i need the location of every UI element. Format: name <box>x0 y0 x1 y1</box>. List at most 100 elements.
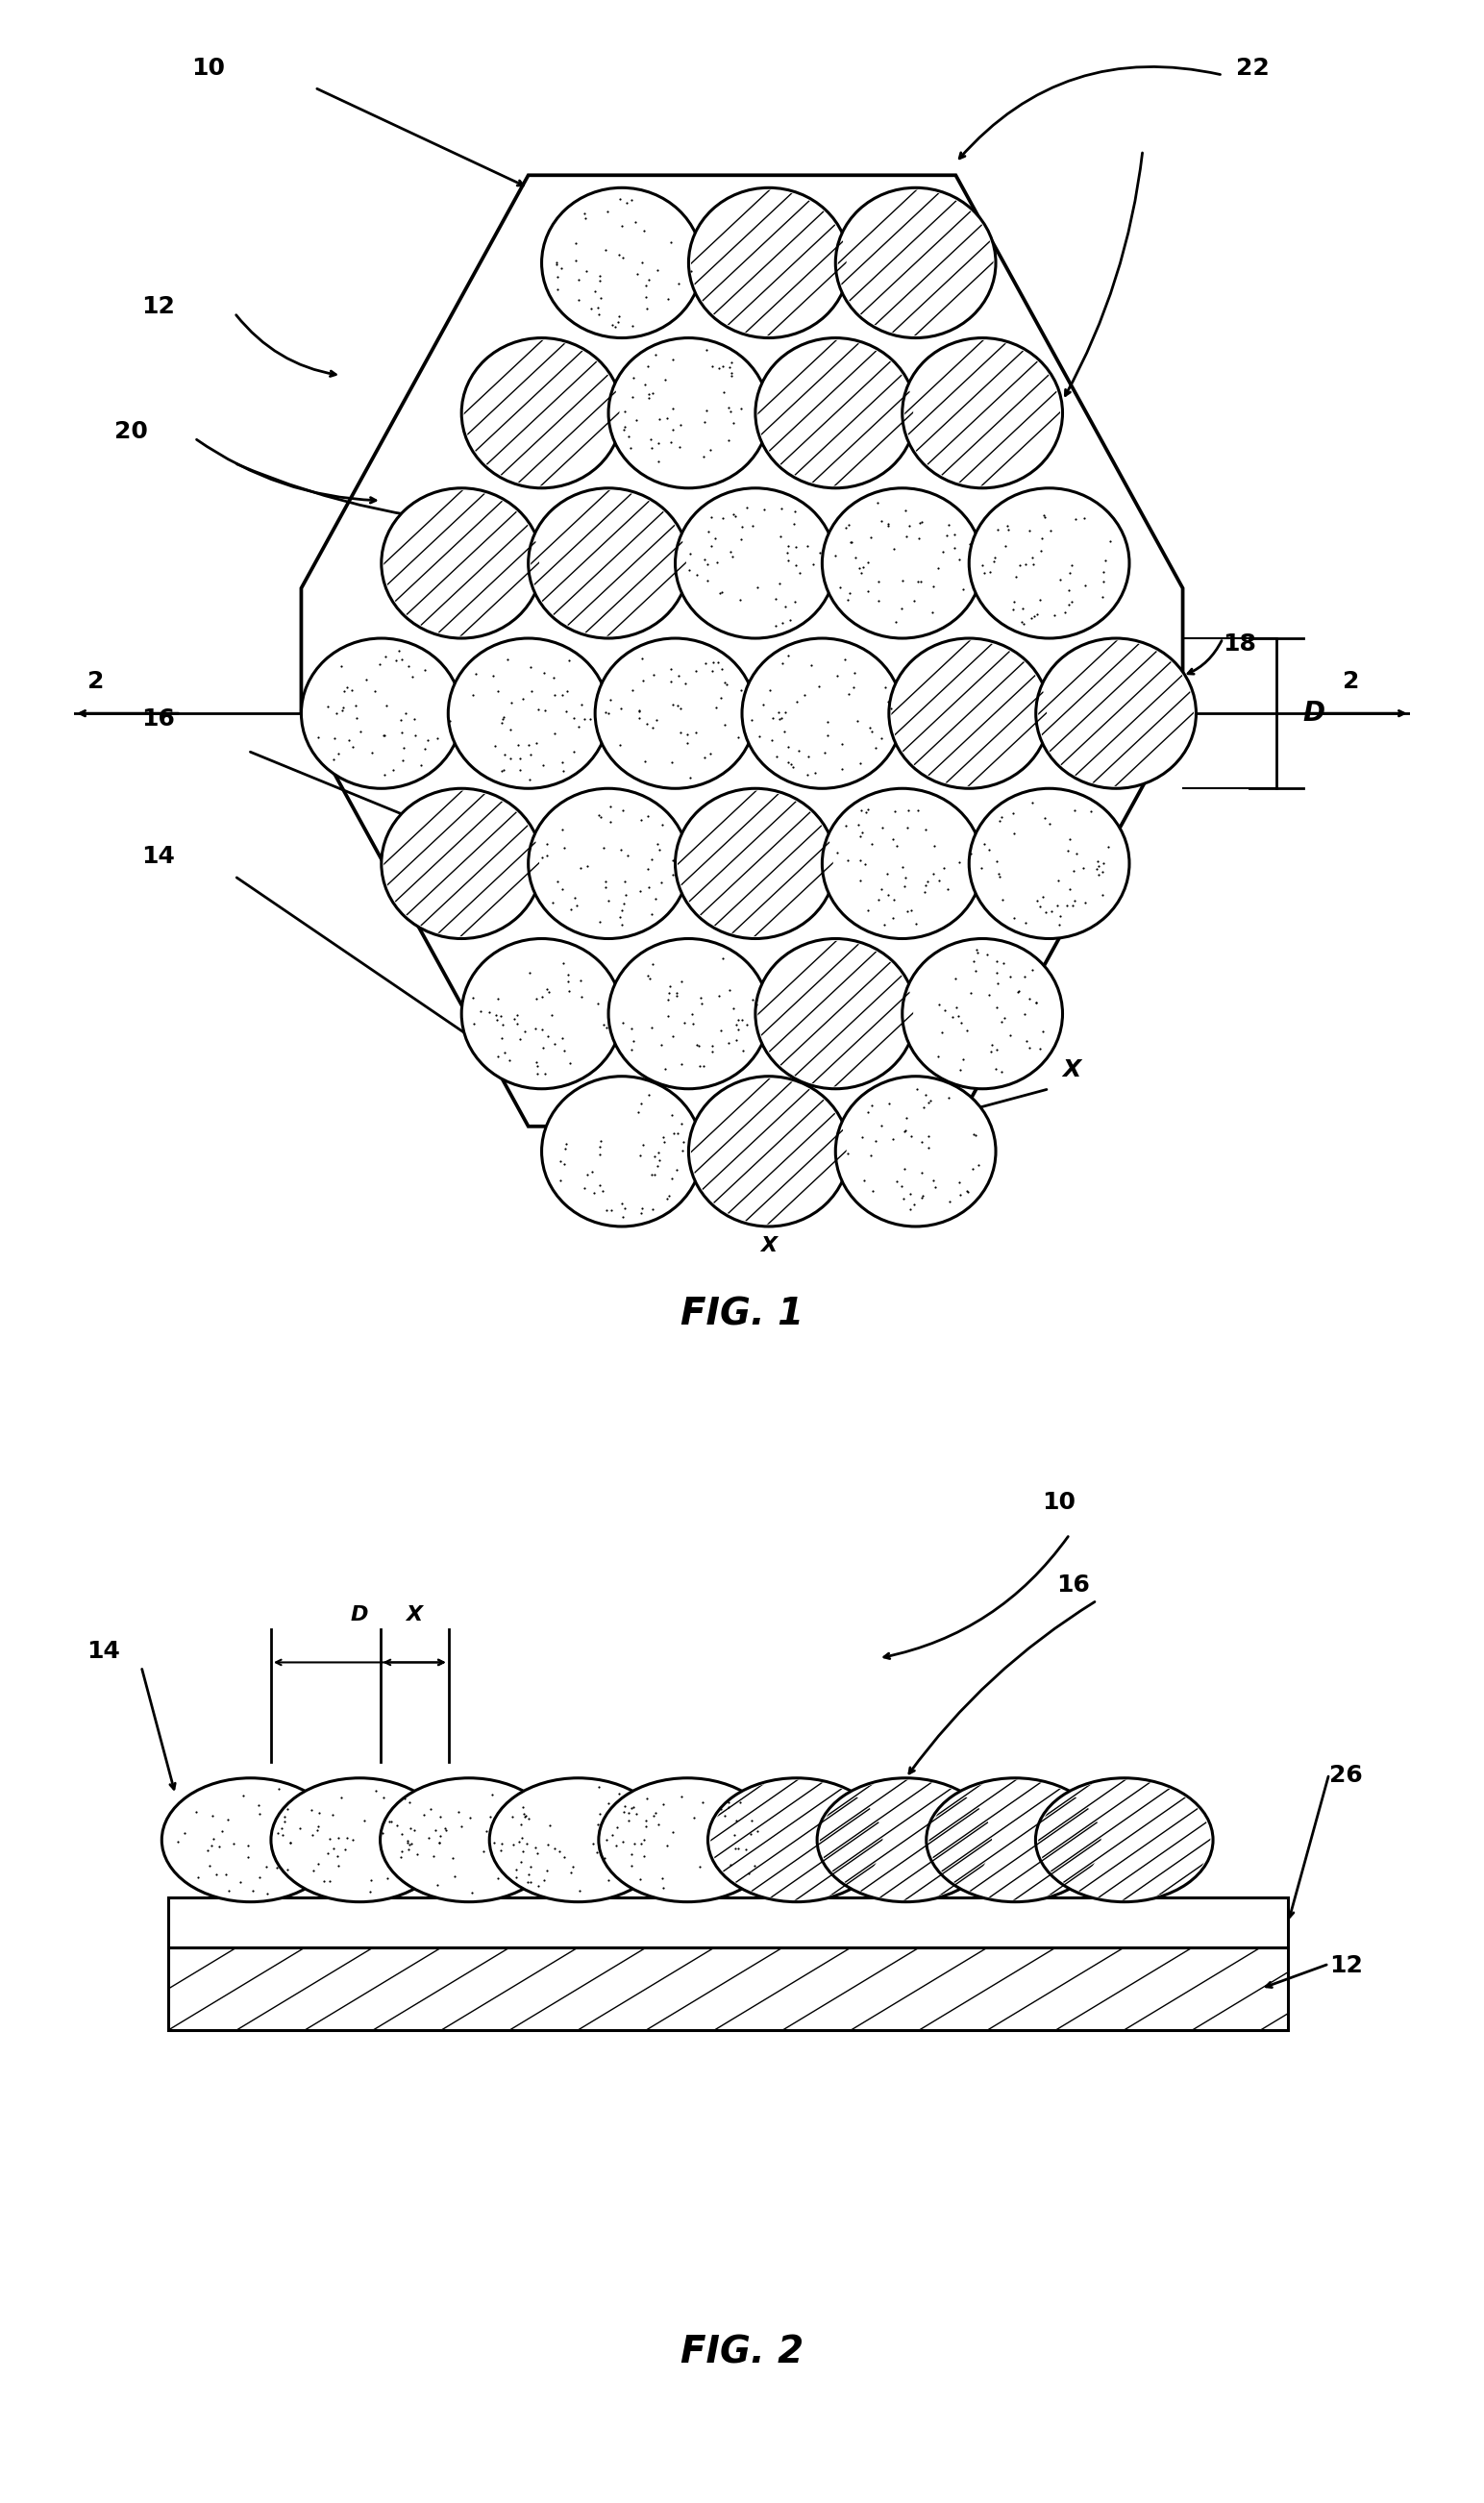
Point <box>508 738 531 778</box>
Point <box>246 1785 270 1825</box>
Point <box>792 676 816 716</box>
Point <box>693 538 717 578</box>
Point <box>610 688 634 728</box>
Point <box>708 573 732 613</box>
Circle shape <box>381 788 542 939</box>
Point <box>932 531 956 571</box>
Point <box>951 1039 975 1079</box>
Point <box>487 671 510 711</box>
Point <box>678 758 702 798</box>
Point <box>637 796 660 836</box>
Point <box>908 561 932 601</box>
Point <box>368 643 392 683</box>
Point <box>364 671 387 711</box>
Point <box>880 688 904 728</box>
Point <box>635 849 659 889</box>
Point <box>815 716 838 756</box>
Point <box>720 353 743 393</box>
Point <box>1021 538 1045 578</box>
Point <box>579 288 603 328</box>
Point <box>856 788 880 828</box>
Circle shape <box>889 638 1049 788</box>
Point <box>770 643 794 683</box>
Text: 10: 10 <box>1042 1492 1076 1514</box>
Point <box>236 1825 260 1865</box>
Point <box>769 488 792 528</box>
Point <box>641 1189 665 1229</box>
Point <box>493 733 516 773</box>
Point <box>665 974 689 1014</box>
Point <box>301 1850 325 1890</box>
Point <box>884 826 908 866</box>
Point <box>1048 561 1071 601</box>
Point <box>551 676 574 716</box>
Point <box>834 806 858 846</box>
Text: D: D <box>1303 701 1325 726</box>
Point <box>620 1835 644 1875</box>
Point <box>856 543 880 583</box>
Point <box>211 1810 234 1850</box>
Point <box>870 869 893 909</box>
Point <box>588 796 611 836</box>
Point <box>301 1815 325 1855</box>
Point <box>690 1782 714 1822</box>
Point <box>877 506 901 546</box>
Point <box>668 426 692 466</box>
Point <box>962 941 985 981</box>
Point <box>988 856 1012 896</box>
Point <box>236 1837 260 1877</box>
Point <box>892 866 916 906</box>
Point <box>476 994 500 1034</box>
Point <box>714 663 738 703</box>
Point <box>588 901 611 941</box>
Point <box>413 651 436 691</box>
Point <box>849 743 873 783</box>
Point <box>1061 886 1085 926</box>
Circle shape <box>462 939 622 1089</box>
Point <box>870 1106 893 1146</box>
Point <box>1055 886 1079 926</box>
Point <box>551 1019 574 1059</box>
Point <box>610 891 634 931</box>
Point <box>833 641 856 681</box>
Point <box>795 736 819 776</box>
Point <box>841 666 865 706</box>
Point <box>730 1001 754 1041</box>
Point <box>1086 846 1110 886</box>
Point <box>850 811 874 851</box>
Point <box>945 996 969 1036</box>
Point <box>1058 869 1082 909</box>
Point <box>764 736 788 776</box>
Point <box>488 1830 512 1870</box>
Point <box>266 1847 289 1887</box>
Point <box>512 1797 536 1837</box>
Point <box>423 1810 447 1850</box>
Point <box>972 823 996 864</box>
Text: X: X <box>1063 1059 1080 1081</box>
Point <box>570 976 594 1016</box>
Point <box>717 421 741 461</box>
Point <box>589 1121 613 1161</box>
Point <box>396 1830 420 1870</box>
Point <box>551 743 574 783</box>
Point <box>545 245 568 285</box>
Point <box>401 656 424 696</box>
Point <box>562 731 586 771</box>
Point <box>1028 581 1052 621</box>
Point <box>399 1822 423 1862</box>
Point <box>651 1116 675 1156</box>
Point <box>1091 576 1114 616</box>
Point <box>764 606 788 646</box>
Text: 18: 18 <box>1223 633 1257 656</box>
Point <box>542 658 565 698</box>
Point <box>856 1091 880 1131</box>
Point <box>634 265 657 305</box>
Point <box>594 230 617 270</box>
Point <box>715 663 739 703</box>
Point <box>864 1121 887 1161</box>
Point <box>746 716 770 756</box>
Point <box>568 961 592 1001</box>
Point <box>316 1832 340 1872</box>
Point <box>540 884 564 924</box>
Point <box>877 876 901 916</box>
